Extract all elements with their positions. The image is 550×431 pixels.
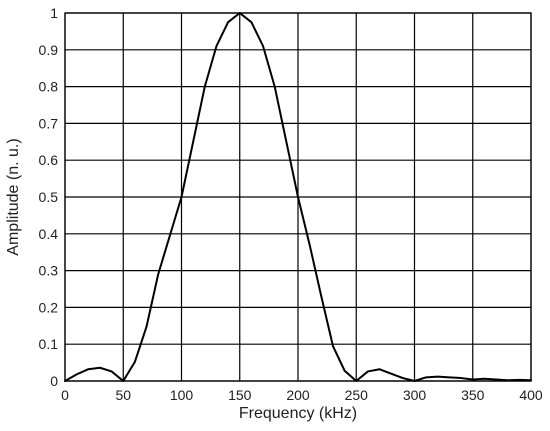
data-point	[250, 21, 253, 24]
data-point	[378, 368, 381, 371]
data-point	[390, 372, 393, 375]
x-tick-label: 400	[519, 387, 543, 403]
data-point	[238, 12, 241, 14]
data-point	[204, 85, 206, 88]
data-point	[483, 377, 486, 380]
data-point	[530, 379, 532, 382]
data-point	[518, 379, 521, 381]
y-tick-label: 0.5	[39, 189, 59, 205]
y-axis-title: Amplitude (n. u.)	[5, 138, 22, 255]
x-tick-label: 350	[461, 387, 485, 403]
plot-border	[64, 12, 532, 382]
data-point	[64, 380, 66, 382]
data-point	[343, 369, 346, 372]
data-point	[460, 377, 462, 379]
data-point	[99, 366, 101, 369]
x-tick-label: 200	[286, 387, 310, 403]
data-point	[355, 380, 358, 382]
y-tick-label: 0.3	[39, 263, 59, 279]
x-tick-label: 50	[115, 387, 131, 403]
data-point	[215, 45, 218, 47]
y-tick-label: 0.8	[39, 79, 59, 95]
data-point	[122, 380, 125, 382]
data-point	[332, 345, 334, 347]
data-point	[180, 196, 183, 198]
y-tick-label: 0.2	[39, 299, 59, 315]
data-point	[134, 361, 136, 363]
x-tick-label: 100	[170, 387, 194, 403]
data-point	[227, 21, 229, 24]
data-point	[273, 85, 276, 88]
y-tick-label: 0.9	[39, 42, 59, 58]
y-tick-label: 1	[50, 5, 58, 21]
y-tick-label: 0.4	[39, 226, 59, 242]
data-point	[75, 373, 78, 376]
x-tick-label: 0	[61, 387, 69, 403]
data-point	[262, 45, 264, 47]
x-tick-labels: 0 50 100 150 200 250 300 350 400	[61, 387, 543, 403]
data-point	[320, 295, 323, 298]
grid	[64, 12, 532, 382]
data-point	[471, 378, 474, 381]
data-point	[110, 370, 113, 373]
x-tick-label: 300	[403, 387, 427, 403]
data-point	[285, 141, 288, 143]
x-axis-title: Frequency (kHz)	[239, 405, 357, 422]
data-point	[297, 196, 299, 198]
data-point	[157, 273, 159, 276]
plot-frame	[64, 12, 532, 382]
data-point	[367, 370, 369, 373]
y-tick-label: 0.6	[39, 152, 59, 168]
data-point	[192, 141, 194, 143]
data-point	[402, 377, 404, 379]
data-point	[308, 244, 311, 246]
data-point	[506, 379, 509, 382]
data-point	[495, 378, 497, 381]
x-tick-label: 150	[228, 387, 252, 403]
y-tick-label: 0.1	[39, 336, 59, 352]
data-point	[169, 234, 171, 237]
y-tick-label: 0	[50, 373, 58, 389]
data-point	[145, 325, 148, 328]
data-point	[413, 380, 416, 382]
x-tick-label: 250	[345, 387, 369, 403]
data-point	[425, 376, 427, 379]
data-point	[87, 368, 90, 371]
data-point	[448, 376, 451, 379]
y-tick-labels: 0 0.1 0.2 0.3 0.4 0.5 0.6 0.7 0.8 0.9 1	[39, 5, 59, 389]
y-tick-label: 0.7	[39, 115, 59, 131]
data-point	[437, 375, 439, 378]
series-group	[64, 12, 532, 382]
